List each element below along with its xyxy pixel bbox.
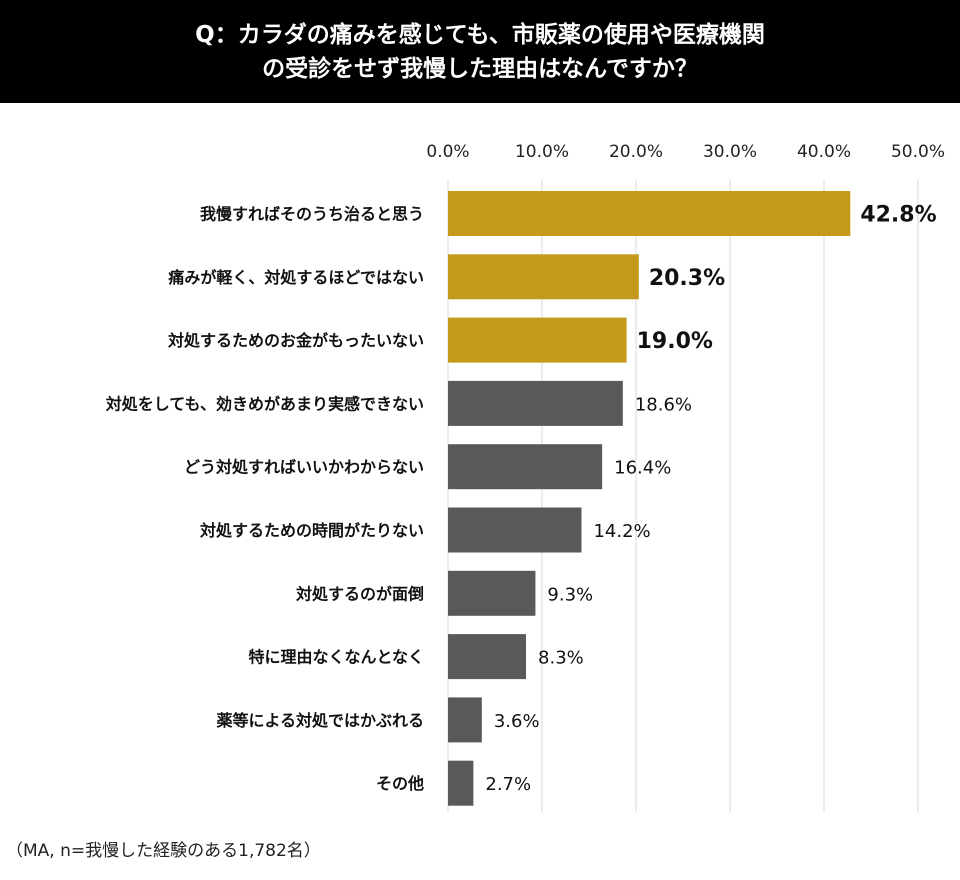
bar <box>448 760 474 806</box>
footnote: （MA, n=我慢した経験のある1,782名） <box>6 841 321 861</box>
bar <box>448 444 603 490</box>
bars <box>448 191 851 806</box>
category-label: 対処するのが面倒 <box>295 584 424 603</box>
value-labels: 42.8% 20.3% 19.0% 18.6% 16.4% 14.2% 9.3% 8.3% 3.… <box>485 203 936 796</box>
bar <box>448 697 482 743</box>
value-label: 14.2% <box>593 521 650 542</box>
category-label: その他 <box>376 774 424 793</box>
value-label: 2.7% <box>485 774 531 795</box>
bar <box>448 254 639 300</box>
category-label: 特に理由なくなんとなく <box>248 648 424 667</box>
value-label: 19.0% <box>637 329 713 354</box>
bar-chart: 0.0% 10.0% 20.0% 30.0% 40.0% 50.0% 我慢すればそのうち治… <box>105 142 945 812</box>
category-label: 我慢すればそのうち治ると思う <box>200 205 424 224</box>
bar <box>448 507 582 553</box>
x-tick-label: 0.0% <box>426 142 469 162</box>
category-labels: 我慢すればそのうち治ると思う痛みが軽く、対処するほどではない対処するためのお金が… <box>105 205 424 794</box>
question-line-2: の受診をせず我慢した理由はなんですか？ <box>262 55 698 82</box>
value-label: 16.4% <box>614 458 671 479</box>
bar <box>448 191 851 236</box>
category-label: 痛みが軽く、対処するほどではない <box>167 268 424 287</box>
x-tick-label: 20.0% <box>609 142 663 162</box>
bar <box>448 380 623 426</box>
x-tick-label: 30.0% <box>703 142 757 162</box>
category-label: 対処をしても、効きめがあまり実感できない <box>105 394 424 413</box>
bar <box>448 570 536 616</box>
x-tick-label: 50.0% <box>891 142 945 162</box>
value-label: 3.6% <box>494 711 540 732</box>
value-label: 42.8% <box>860 203 936 228</box>
x-tick-label: 40.0% <box>797 142 851 162</box>
category-label: 薬等による対処ではかぶれる <box>215 711 424 730</box>
question-line-1: Q：カラダの痛みを感じても、市販薬の使用や医療機関 <box>195 21 765 48</box>
value-label: 8.3% <box>538 648 584 669</box>
category-label: 対処するためのお金がもったいない <box>167 331 424 350</box>
value-label: 20.3% <box>649 266 725 291</box>
category-label: どう対処すればいいかわからない <box>184 458 424 477</box>
question-header: Q：カラダの痛みを感じても、市販薬の使用や医療機関 の受診をせず我慢した理由はな… <box>0 0 960 103</box>
bar <box>448 317 627 363</box>
x-axis-ticks: 0.0% 10.0% 20.0% 30.0% 40.0% 50.0% <box>426 142 945 162</box>
category-label: 対処するための時間がたりない <box>199 521 424 540</box>
x-tick-label: 10.0% <box>515 142 569 162</box>
value-label: 9.3% <box>547 584 593 605</box>
bar <box>448 634 527 680</box>
value-label: 18.6% <box>635 394 692 415</box>
